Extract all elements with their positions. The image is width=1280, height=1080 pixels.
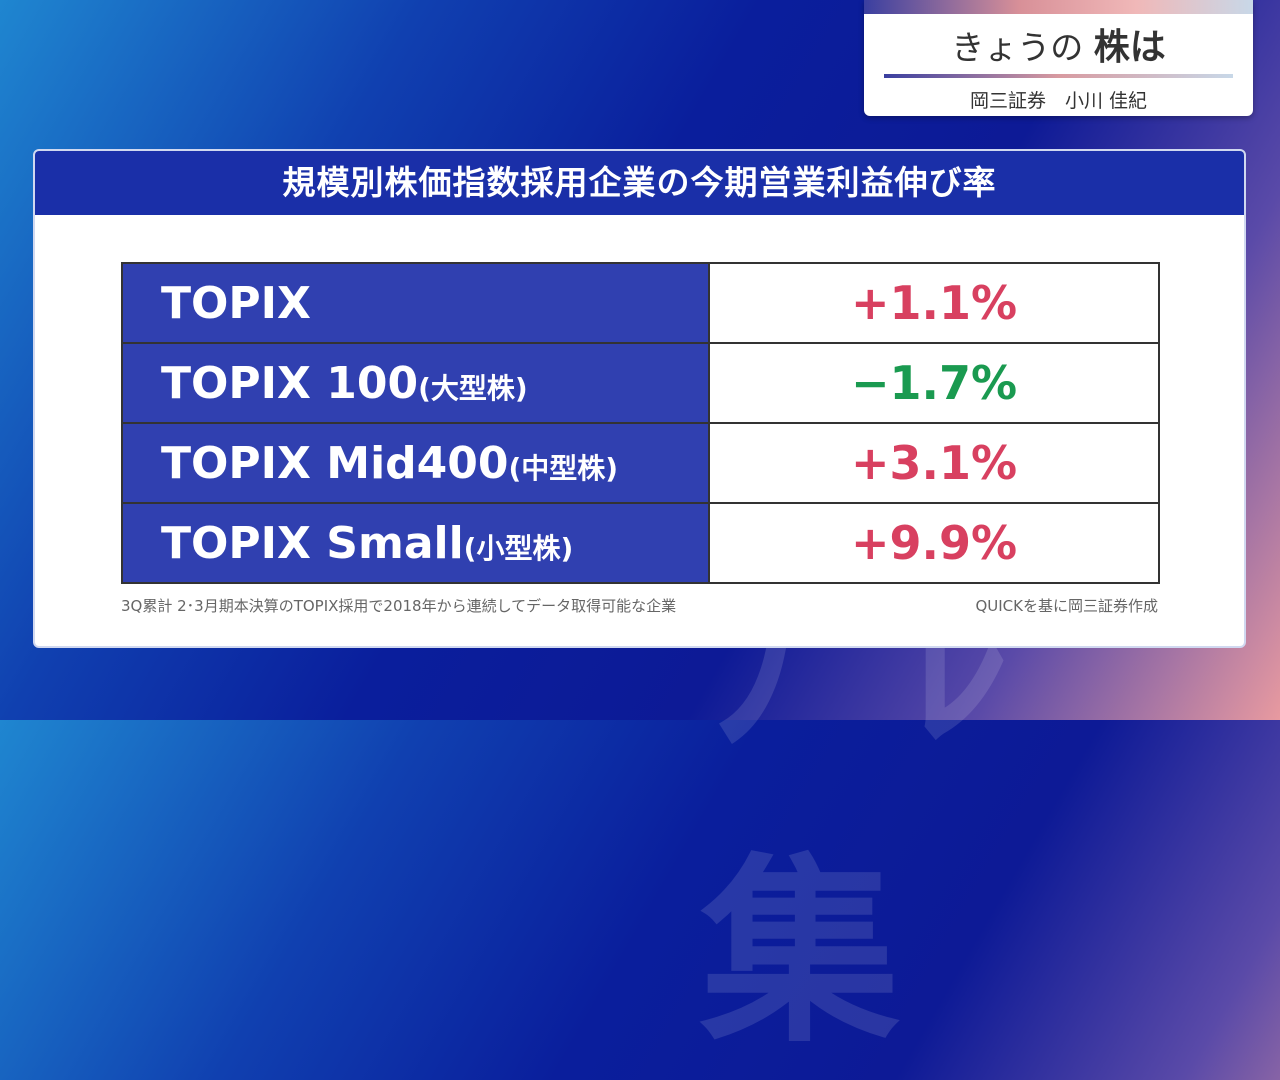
- index-label: TOPIX Mid400: [161, 437, 509, 489]
- source-note: QUICKを基に岡三証券作成: [975, 597, 1158, 615]
- index-name: TOPIX 100(大型株): [121, 342, 710, 424]
- title-prefix: きょうの: [951, 28, 1084, 67]
- index-name: TOPIX Small(小型株): [121, 502, 710, 584]
- index-name: TOPIX: [121, 262, 710, 344]
- data-panel: 規模別株価指数採用企業の今期営業利益伸び率 TOPIX +1.1% TOPIX 10…: [33, 149, 1246, 648]
- table-row: TOPIX Small(小型株) +9.9%: [121, 502, 1160, 584]
- program-title-box: きょうの 株は 岡三証券 小川 佳紀: [864, 0, 1253, 116]
- table-row: TOPIX Mid400(中型株) +3.1%: [121, 422, 1160, 504]
- table-row: TOPIX 100(大型株) −1.7%: [121, 342, 1160, 424]
- index-name: TOPIX Mid400(中型株): [121, 422, 710, 504]
- index-label: TOPIX 100: [161, 357, 419, 409]
- panel-title: 規模別株価指数採用企業の今期営業利益伸び率: [35, 151, 1244, 215]
- program-title: きょうの 株は: [864, 28, 1253, 68]
- growth-value: +9.9%: [708, 502, 1160, 584]
- divider: [884, 74, 1233, 78]
- index-label: TOPIX Small: [161, 517, 464, 569]
- gradient-strip: [864, 0, 1253, 14]
- index-size-label: (大型株): [418, 371, 528, 405]
- footnote: 3Q累計 2･3月期本決算のTOPIX採用で2018年から連続してデータ取得可能…: [121, 597, 677, 615]
- table-row: TOPIX +1.1%: [121, 262, 1160, 344]
- index-size-label: (中型株): [508, 451, 619, 485]
- title-main: 株は: [1093, 27, 1166, 68]
- growth-value: −1.7%: [708, 342, 1160, 424]
- index-label: TOPIX: [161, 277, 311, 329]
- growth-value: +3.1%: [708, 422, 1160, 504]
- index-size-label: (小型株): [463, 531, 574, 565]
- growth-value: +1.1%: [708, 262, 1160, 344]
- presenter-name: 岡三証券 小川 佳紀: [969, 90, 1148, 112]
- growth-table: TOPIX +1.1% TOPIX 100(大型株) −1.7% TOPIX Mid40…: [121, 262, 1160, 584]
